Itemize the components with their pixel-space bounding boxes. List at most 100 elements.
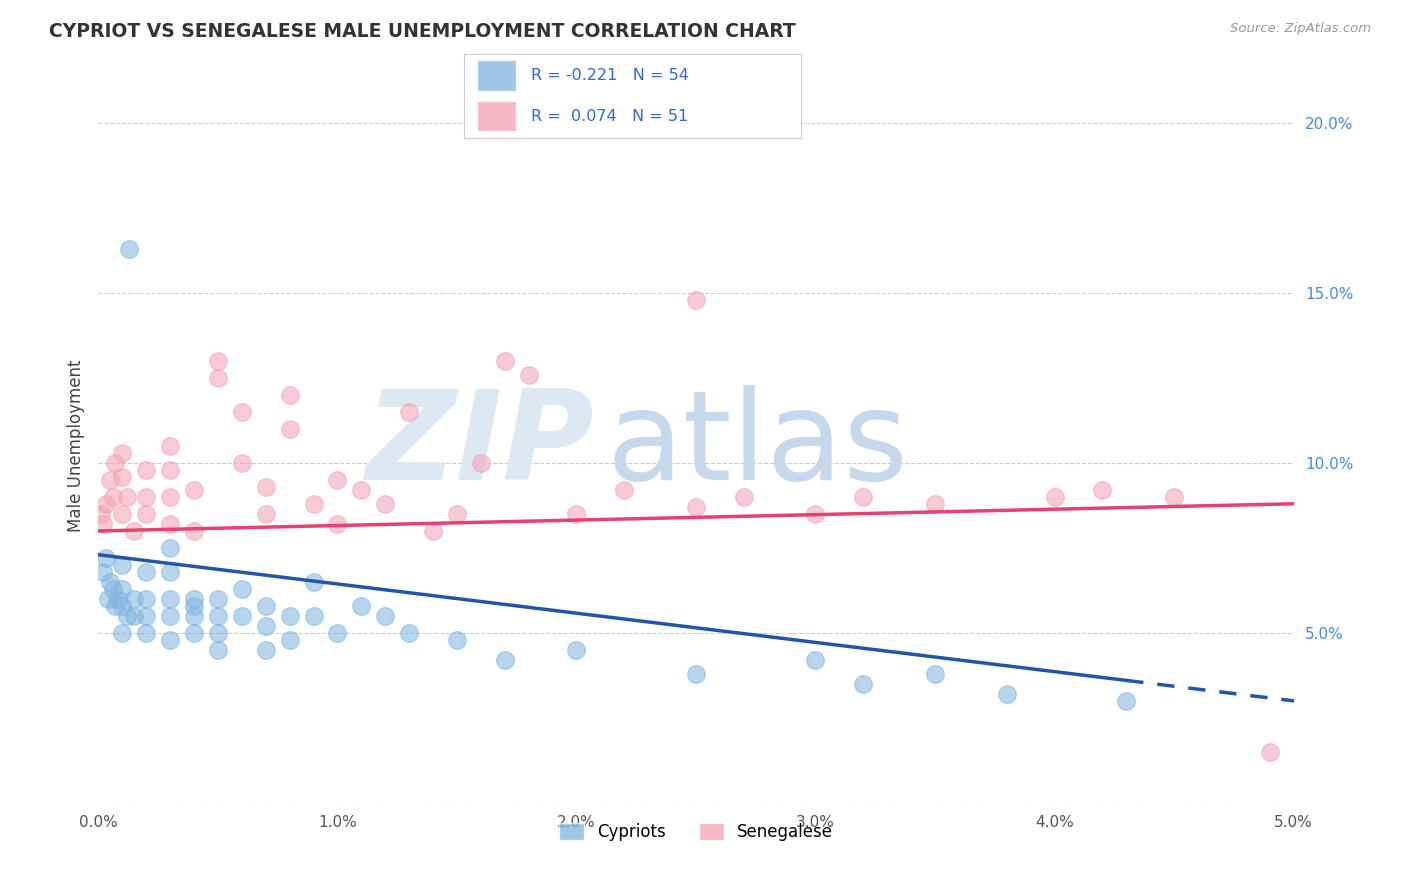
Point	[231, 582, 253, 596]
Point	[804, 507, 827, 521]
Point	[183, 599, 205, 613]
Point	[111, 507, 134, 521]
Point	[135, 463, 157, 477]
Point	[207, 371, 229, 385]
Point	[398, 405, 420, 419]
Point	[685, 500, 707, 515]
Point	[278, 632, 301, 647]
Point	[115, 490, 138, 504]
Point	[231, 456, 253, 470]
Point	[135, 608, 157, 623]
Point	[1258, 745, 1281, 759]
Point	[135, 507, 157, 521]
Point	[90, 507, 112, 521]
Point	[278, 388, 301, 402]
Point	[111, 469, 134, 483]
Point	[326, 473, 349, 487]
Point	[207, 643, 229, 657]
Point	[613, 483, 636, 498]
Text: atlas: atlas	[606, 385, 908, 507]
Point	[159, 608, 181, 623]
Point	[231, 405, 253, 419]
Point	[98, 473, 122, 487]
Point	[94, 497, 117, 511]
Point	[159, 591, 181, 606]
Point	[97, 591, 120, 606]
Bar	[478, 61, 516, 91]
Point	[159, 541, 181, 555]
Point	[111, 626, 134, 640]
Point	[374, 608, 396, 623]
Point	[135, 591, 157, 606]
Point	[924, 666, 946, 681]
Text: Source: ZipAtlas.com: Source: ZipAtlas.com	[1230, 22, 1371, 36]
Point	[135, 626, 157, 640]
Text: CYPRIOT VS SENEGALESE MALE UNEMPLOYMENT CORRELATION CHART: CYPRIOT VS SENEGALESE MALE UNEMPLOYMENT …	[49, 22, 796, 41]
Point	[254, 480, 277, 494]
Point	[159, 565, 181, 579]
Point	[1163, 490, 1185, 504]
Point	[183, 483, 205, 498]
Point	[98, 574, 122, 589]
Point	[278, 608, 301, 623]
Point	[494, 354, 516, 368]
Point	[207, 626, 229, 640]
Point	[124, 608, 146, 623]
Point	[101, 490, 124, 504]
Point	[183, 608, 205, 623]
Point	[422, 524, 444, 538]
Point	[995, 687, 1018, 701]
Point	[302, 608, 325, 623]
Point	[159, 463, 181, 477]
Point	[1091, 483, 1114, 498]
Point	[91, 565, 114, 579]
Point	[107, 591, 129, 606]
Point	[135, 565, 157, 579]
Point	[135, 490, 157, 504]
Point	[183, 524, 205, 538]
Point	[470, 456, 492, 470]
Point	[733, 490, 755, 504]
Point	[207, 354, 229, 368]
Point	[302, 497, 325, 511]
Point	[517, 368, 540, 382]
Point	[159, 517, 181, 532]
Point	[111, 446, 134, 460]
Point	[852, 677, 875, 691]
Point	[374, 497, 396, 511]
Point	[183, 626, 205, 640]
Text: R =  0.074   N = 51: R = 0.074 N = 51	[531, 109, 689, 124]
Point	[852, 490, 875, 504]
Point	[231, 608, 253, 623]
Point	[494, 653, 516, 667]
Point	[207, 591, 229, 606]
Text: R = -0.221   N = 54: R = -0.221 N = 54	[531, 68, 689, 83]
Point	[111, 599, 134, 613]
Point	[111, 558, 134, 572]
Point	[350, 599, 373, 613]
Point	[685, 293, 707, 307]
Point	[565, 643, 588, 657]
Point	[398, 626, 420, 640]
Point	[183, 591, 205, 606]
Point	[159, 490, 181, 504]
Point	[1043, 490, 1066, 504]
Point	[278, 422, 301, 436]
Point	[159, 632, 181, 647]
Point	[91, 517, 114, 532]
Point	[254, 599, 277, 613]
Point	[302, 574, 325, 589]
Point	[924, 497, 946, 511]
Point	[685, 666, 707, 681]
Point	[326, 626, 349, 640]
Point	[159, 439, 181, 453]
Point	[104, 456, 127, 470]
Point	[254, 619, 277, 633]
Point	[101, 582, 124, 596]
Point	[124, 591, 146, 606]
Point	[115, 608, 138, 623]
Point	[118, 242, 141, 256]
Point	[804, 653, 827, 667]
Point	[446, 632, 468, 647]
Point	[104, 599, 127, 613]
